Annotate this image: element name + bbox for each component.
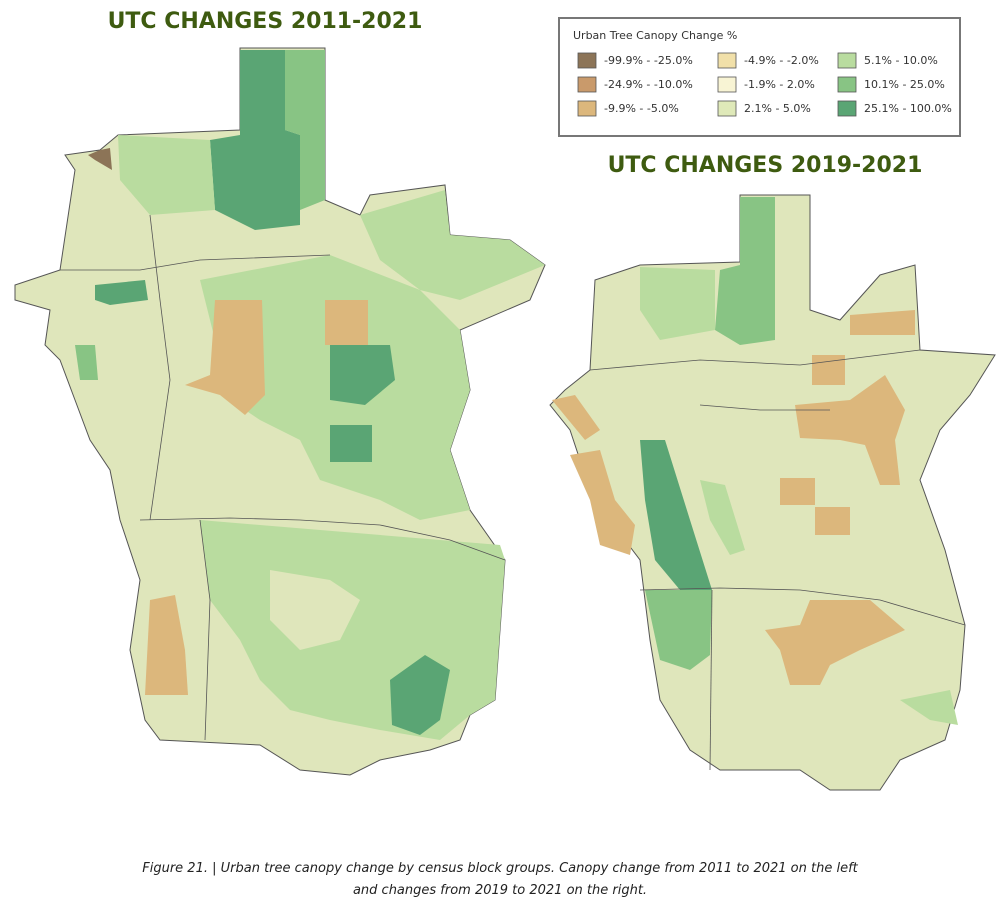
region bbox=[645, 590, 712, 670]
region bbox=[900, 690, 958, 725]
region bbox=[330, 345, 395, 405]
map-right bbox=[549, 194, 996, 791]
region bbox=[145, 595, 188, 695]
region bbox=[95, 280, 148, 305]
legend-label: -4.9% - -2.0% bbox=[744, 54, 819, 67]
region bbox=[812, 355, 845, 385]
legend-label: -1.9% - 2.0% bbox=[744, 78, 815, 91]
region bbox=[780, 478, 815, 505]
region bbox=[118, 135, 215, 215]
legend-swatch bbox=[577, 76, 597, 93]
legend-swatch bbox=[577, 100, 597, 117]
region bbox=[330, 425, 372, 462]
region bbox=[700, 480, 745, 555]
region bbox=[795, 375, 905, 485]
region bbox=[850, 310, 915, 335]
region bbox=[360, 190, 545, 300]
legend-swatch bbox=[717, 52, 737, 69]
region bbox=[570, 450, 635, 555]
region bbox=[325, 300, 368, 345]
caption: Figure 21. | Urban tree canopy change by… bbox=[142, 861, 858, 876]
region bbox=[88, 148, 112, 170]
region bbox=[552, 395, 600, 440]
legend-label: -99.9% - -25.0% bbox=[604, 54, 693, 67]
map-title: UTC CHANGES 2011-2021 bbox=[108, 9, 423, 34]
legend-swatch bbox=[577, 52, 597, 69]
legend-label: 5.1% - 10.0% bbox=[864, 54, 938, 67]
legend-label: 10.1% - 25.0% bbox=[864, 78, 945, 91]
map-title: UTC CHANGES 2019-2021 bbox=[608, 153, 923, 178]
legend-label: -9.9% - -5.0% bbox=[604, 102, 679, 115]
legend-swatch bbox=[717, 100, 737, 117]
region bbox=[815, 507, 850, 535]
region bbox=[285, 50, 325, 210]
region bbox=[210, 50, 300, 230]
region bbox=[765, 600, 905, 685]
region bbox=[640, 267, 715, 340]
legend-swatch bbox=[837, 76, 857, 93]
legend: Urban Tree Canopy Change % -99.9% - -25.… bbox=[558, 17, 961, 137]
legend-swatch bbox=[837, 52, 857, 69]
region bbox=[715, 197, 775, 345]
map-left bbox=[14, 47, 546, 776]
region bbox=[75, 345, 98, 380]
legend-label: -24.9% - -10.0% bbox=[604, 78, 693, 91]
legend-label: 25.1% - 100.0% bbox=[864, 102, 952, 115]
legend-swatch bbox=[837, 100, 857, 117]
region bbox=[270, 570, 360, 650]
region bbox=[185, 300, 265, 415]
legend-swatch bbox=[717, 76, 737, 93]
region bbox=[390, 655, 450, 735]
region bbox=[640, 440, 712, 590]
legend-label: 2.1% - 5.0% bbox=[744, 102, 811, 115]
legend-title: Urban Tree Canopy Change % bbox=[573, 29, 737, 42]
caption: and changes from 2019 to 2021 on the rig… bbox=[353, 883, 647, 898]
legend-box bbox=[558, 17, 961, 137]
